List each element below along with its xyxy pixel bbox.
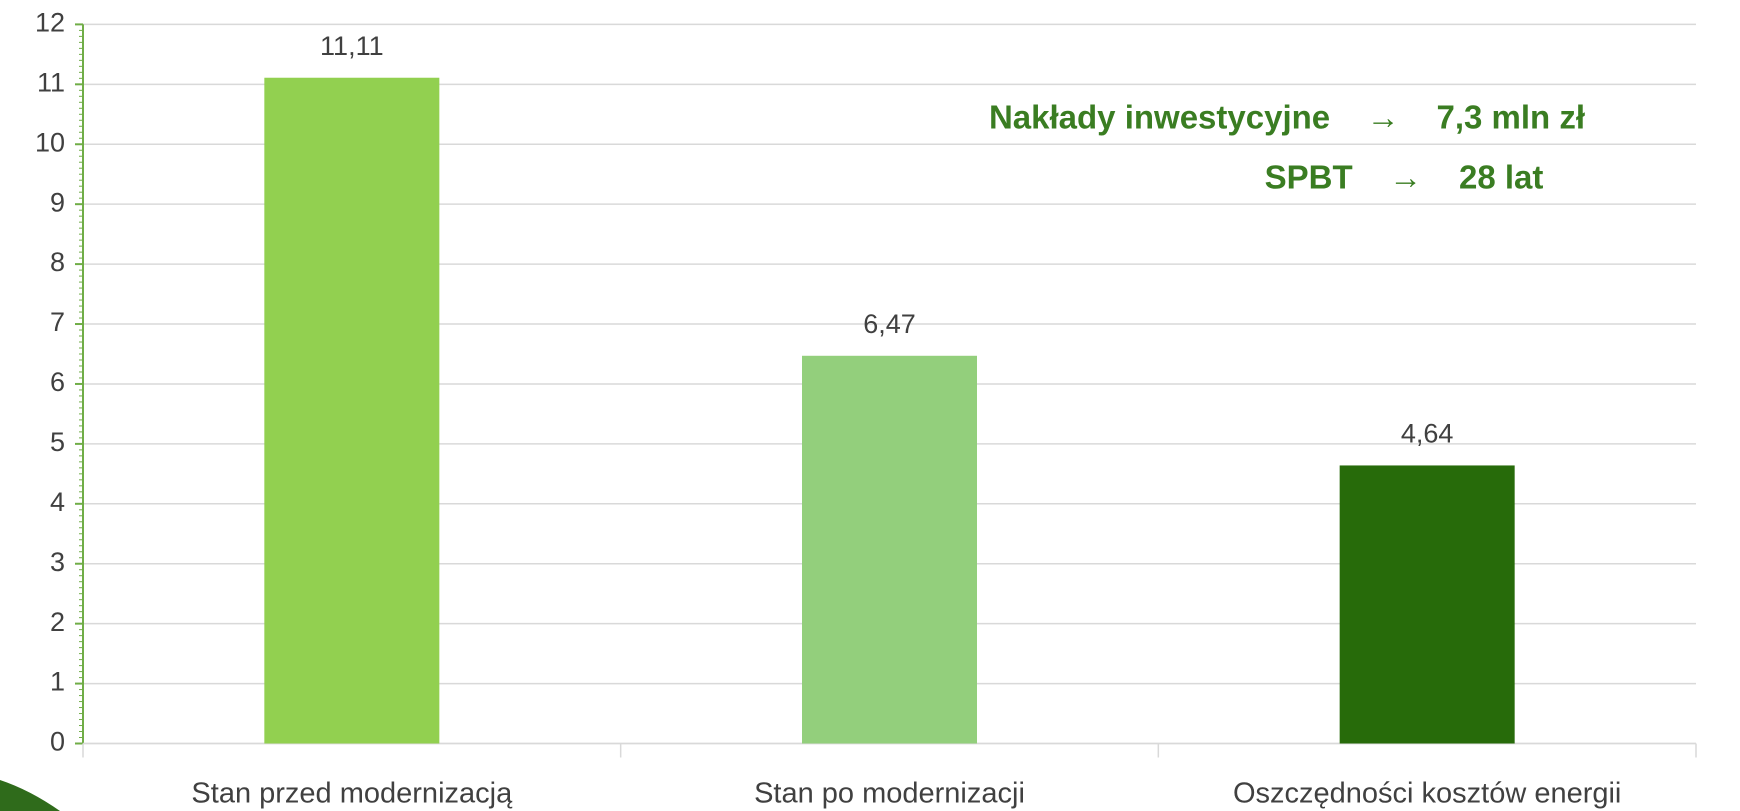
value-label: 4,64 [1401,419,1454,449]
x-tick-label: Stan przed modernizacją [191,778,513,810]
y-tick-label: 9 [50,187,65,217]
value-label: 6,47 [863,309,916,339]
bar [802,355,977,744]
x-tick-label: Oszczędności kosztów energii [1233,778,1621,810]
corner-decoration [0,780,60,811]
annotation: Nakłady inwestycyjne → 7,3 mln zł [989,99,1585,136]
y-tick-label: 0 [50,727,65,757]
y-tick-label: 5 [50,427,65,457]
x-tick-label: Stan po modernizacji [754,778,1025,810]
y-tick-label: 6 [50,367,65,397]
y-tick-label: 7 [50,307,65,337]
y-tick-label: 1 [50,667,65,697]
y-tick-label: 2 [50,607,65,637]
y-tick-label: 10 [35,127,65,157]
y-tick-label: 4 [50,487,65,517]
bar [1339,465,1515,744]
value-label: 11,11 [320,31,384,61]
y-tick-label: 11 [37,67,65,97]
y-tick-label: 12 [35,8,65,38]
y-tick-label: 3 [50,547,65,577]
annotation: SPBT → 28 lat [1265,159,1544,196]
bar [264,77,440,744]
y-tick-label: 8 [50,247,65,277]
